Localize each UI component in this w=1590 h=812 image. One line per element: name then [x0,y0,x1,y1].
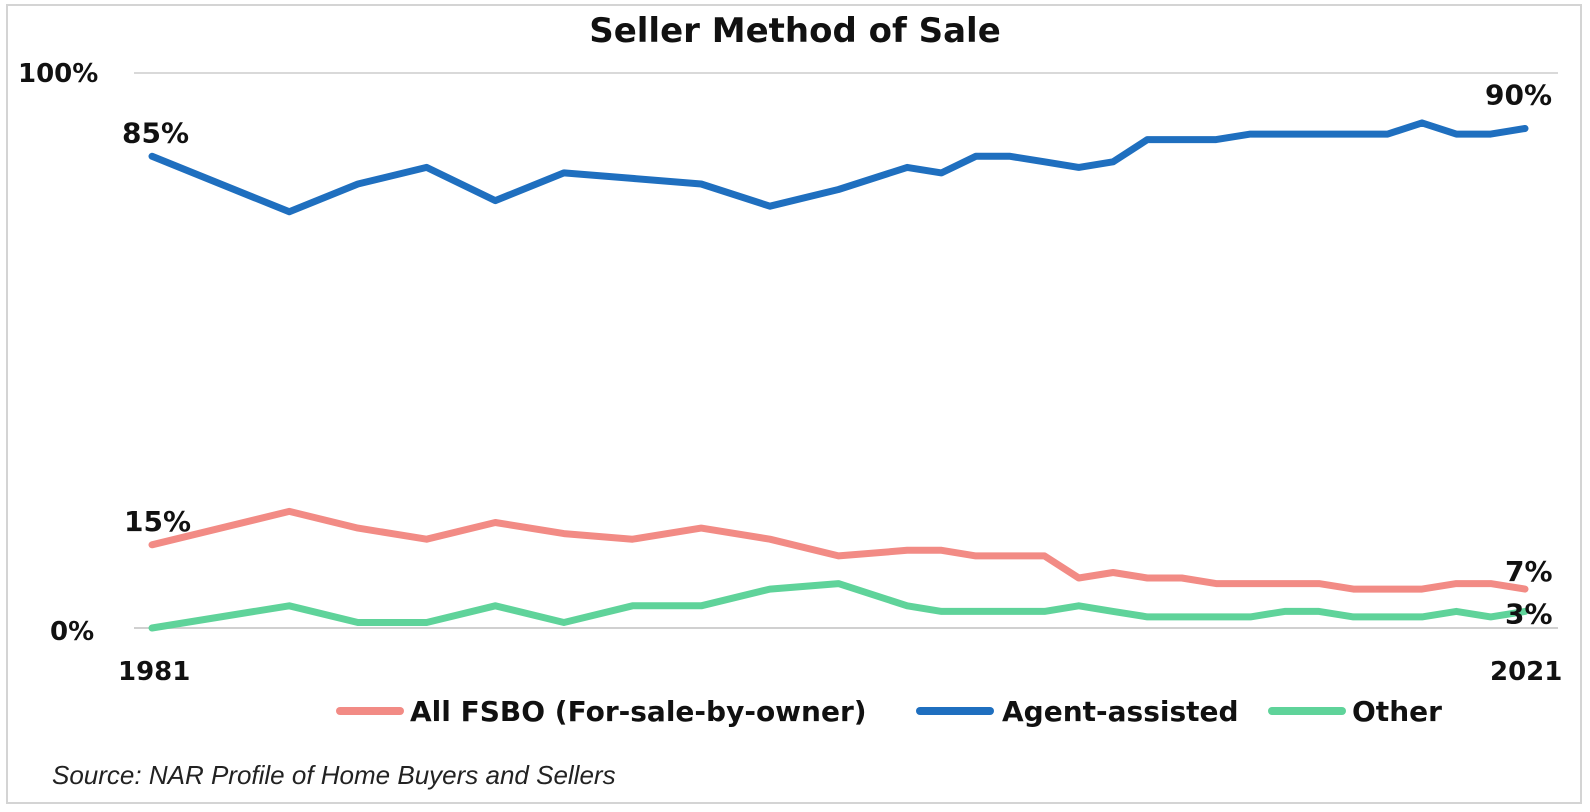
series-layer [148,119,1529,632]
start-label-agent-assisted: 85% [122,116,189,149]
legend-label-fsbo: All FSBO (For-sale-by-owner) [410,695,867,728]
chart-title: Seller Method of Sale [589,11,1001,51]
legend-label-agent: Agent-assisted [1002,695,1239,728]
y-tick-label-0: 0% [50,617,94,647]
series-line-other [148,580,1529,632]
x-tick-label-start: 1981 [118,657,190,687]
x-tick-label-end: 2021 [1490,657,1562,687]
end-label-fsbo: 7% [1505,555,1553,588]
series-label-layer: 15% 7% 85% 90% 3% [122,79,1553,631]
y-tick-label-100: 100% [18,59,98,89]
end-label-other: 3% [1505,597,1553,630]
start-label-fsbo: 15% [124,505,191,538]
series-line-fsbo [148,507,1529,593]
legend: All FSBO (For-sale-by-owner) Agent-assis… [336,695,1442,728]
source-note: Source: NAR Profile of Home Buyers and S… [52,760,616,790]
legend-label-other: Other [1352,695,1442,728]
end-label-agent-assisted: 90% [1485,79,1552,112]
series-line-agent-assisted [148,119,1529,216]
